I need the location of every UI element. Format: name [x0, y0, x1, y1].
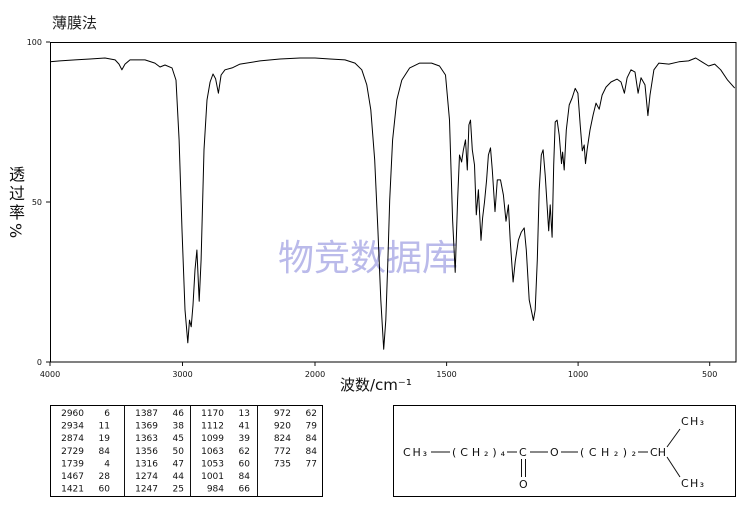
- x-axis: 4000 3000 2000 1500 1000 500: [40, 362, 717, 379]
- peak-transmittance: 62: [306, 409, 317, 419]
- peak-transmittance: 47: [173, 459, 184, 469]
- peak-transmittance: 25: [173, 485, 184, 495]
- x-tick-label: 1500: [436, 370, 456, 379]
- peak-transmittance: 28: [99, 472, 111, 482]
- peak-wavenumber: 772: [274, 447, 291, 457]
- peak-transmittance: 38: [173, 422, 185, 432]
- x-tick-label: 2000: [305, 370, 325, 379]
- peak-wavenumber: 972: [274, 409, 291, 419]
- x-tick-label: 500: [702, 370, 717, 379]
- peak-transmittance: 62: [239, 447, 250, 457]
- peak-table-box: [50, 405, 323, 497]
- peak-transmittance: 4: [104, 459, 110, 469]
- carbonyl-carbon: C: [519, 446, 527, 459]
- peak-transmittance: 60: [99, 485, 111, 495]
- peak-wavenumber: 1063: [201, 447, 224, 457]
- peak-transmittance: 13: [239, 409, 250, 419]
- y-axis-label: 透过率%: [6, 166, 25, 242]
- peak-transmittance: 84: [306, 434, 318, 444]
- methyl-top-group: CH₃: [681, 415, 704, 428]
- peak-transmittance: 84: [99, 447, 111, 457]
- peak-transmittance: 44: [173, 472, 185, 482]
- peak-transmittance: 79: [306, 422, 318, 432]
- methine-group: CH: [650, 446, 666, 459]
- peak-wavenumber: 1739: [61, 459, 84, 469]
- structure-formula: CH₃ (CH₂)₄ C O O (CH₂)₂ CH CH₃ CH₃: [393, 405, 736, 497]
- y-axis: 100 50 0: [27, 38, 50, 367]
- peak-wavenumber: 1001: [201, 472, 224, 482]
- methyl-bottom-group: CH₃: [681, 477, 704, 490]
- carbonyl-oxygen: O: [519, 478, 528, 491]
- plot-frame: [50, 42, 737, 363]
- peak-wavenumber: 1421: [61, 485, 84, 495]
- peak-wavenumber: 1467: [61, 472, 84, 482]
- bond-line: [666, 456, 681, 478]
- peak-wavenumber: 1363: [135, 434, 158, 444]
- x-tick-label: 4000: [40, 370, 60, 379]
- peak-wavenumber: 1170: [201, 409, 224, 419]
- peak-wavenumber: 1316: [135, 459, 158, 469]
- spectrum-line: [49, 57, 736, 350]
- spectrum-series: [49, 57, 736, 350]
- peak-wavenumber: 1356: [135, 447, 158, 457]
- peak-wavenumber: 1369: [135, 422, 158, 432]
- peak-wavenumber: 1387: [135, 409, 158, 419]
- y-tick-label: 50: [32, 198, 42, 207]
- methylene-chain-1: (CH₂)₄: [452, 446, 506, 459]
- peak-wavenumber: 984: [207, 485, 224, 495]
- y-tick-label: 0: [37, 358, 42, 367]
- peak-wavenumber: 824: [274, 434, 291, 444]
- watermark: 物竞数据库: [278, 238, 458, 279]
- peak-transmittance: 60: [239, 459, 251, 469]
- peak-wavenumber: 2934: [61, 422, 84, 432]
- x-axis-label: 波数/cm⁻¹: [340, 376, 412, 394]
- structure-box: [393, 405, 736, 497]
- peak-wavenumber: 920: [274, 422, 291, 432]
- peak-transmittance: 50: [173, 447, 185, 457]
- peak-transmittance: 84: [239, 472, 251, 482]
- peak-wavenumber: 2960: [61, 409, 84, 419]
- chart-title: 薄膜法: [52, 14, 97, 32]
- peak-wavenumber: 1247: [135, 485, 158, 495]
- peak-transmittance: 45: [173, 434, 184, 444]
- peak-transmittance: 6: [104, 409, 110, 419]
- peak-wavenumber: 1112: [201, 422, 224, 432]
- peak-transmittance: 19: [99, 434, 111, 444]
- peak-wavenumber: 2729: [61, 447, 84, 457]
- peak-wavenumber: 1053: [201, 459, 224, 469]
- peak-transmittance: 41: [239, 422, 250, 432]
- peak-wavenumber: 1274: [135, 472, 158, 482]
- peak-transmittance: 66: [239, 485, 251, 495]
- methylene-chain-2: (CH₂)₂: [580, 446, 636, 459]
- peak-transmittance: 39: [239, 434, 251, 444]
- peak-transmittance: 84: [306, 447, 318, 457]
- x-tick-label: 1000: [568, 370, 588, 379]
- peak-transmittance: 77: [306, 459, 317, 469]
- left-methyl-group: CH₃: [403, 446, 427, 459]
- bond-line: [666, 428, 681, 448]
- peak-table: 2960 6 2934 11 2874 19 2729 84 1739 4 1467 28 1421 60…: [50, 405, 323, 497]
- ester-oxygen: O: [550, 446, 559, 459]
- peak-table-rows: 2960 6 2934 11 2874 19 2729 84 1739 4 1467 28 1421 60…: [61, 409, 317, 495]
- peak-transmittance: 46: [173, 409, 185, 419]
- x-tick-label: 3000: [172, 370, 192, 379]
- peak-wavenumber: 1099: [201, 434, 224, 444]
- y-tick-label: 100: [27, 38, 42, 47]
- peak-transmittance: 11: [99, 422, 110, 432]
- peak-wavenumber: 2874: [61, 434, 84, 444]
- peak-wavenumber: 735: [274, 459, 291, 469]
